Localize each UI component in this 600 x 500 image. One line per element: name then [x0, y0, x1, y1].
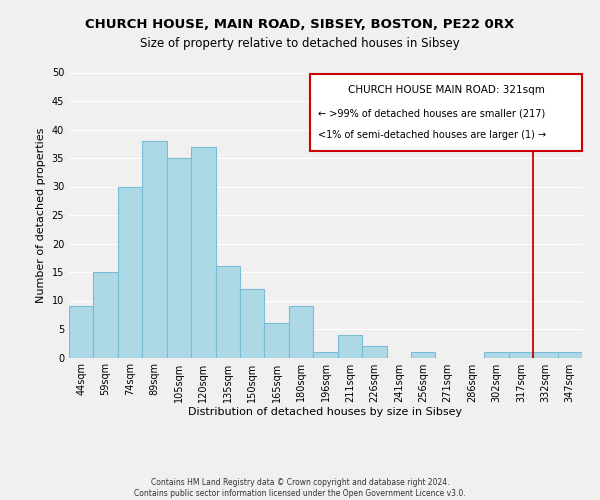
Bar: [69, 306, 94, 358]
Y-axis label: Number of detached properties: Number of detached properties: [36, 128, 46, 302]
Bar: [167, 158, 191, 358]
Bar: [289, 306, 313, 358]
Bar: [191, 146, 215, 358]
Bar: [265, 324, 289, 358]
Bar: [362, 346, 386, 358]
Bar: [118, 186, 142, 358]
Text: CHURCH HOUSE, MAIN ROAD, SIBSEY, BOSTON, PE22 0RX: CHURCH HOUSE, MAIN ROAD, SIBSEY, BOSTON,…: [85, 18, 515, 30]
Bar: [509, 352, 533, 358]
Bar: [411, 352, 436, 358]
Bar: [94, 272, 118, 358]
Bar: [533, 352, 557, 358]
Text: ← >99% of detached houses are smaller (217): ← >99% of detached houses are smaller (2…: [318, 108, 545, 118]
FancyBboxPatch shape: [310, 74, 582, 151]
Text: Contains HM Land Registry data © Crown copyright and database right 2024.
Contai: Contains HM Land Registry data © Crown c…: [134, 478, 466, 498]
Bar: [484, 352, 509, 358]
Text: CHURCH HOUSE MAIN ROAD: 321sqm: CHURCH HOUSE MAIN ROAD: 321sqm: [347, 86, 544, 96]
Bar: [142, 141, 167, 358]
Bar: [313, 352, 338, 358]
Text: Size of property relative to detached houses in Sibsey: Size of property relative to detached ho…: [140, 38, 460, 51]
Bar: [338, 334, 362, 357]
Bar: [240, 289, 265, 358]
Bar: [557, 352, 582, 358]
X-axis label: Distribution of detached houses by size in Sibsey: Distribution of detached houses by size …: [188, 408, 463, 418]
Text: <1% of semi-detached houses are larger (1) →: <1% of semi-detached houses are larger (…: [318, 130, 546, 140]
Bar: [215, 266, 240, 358]
